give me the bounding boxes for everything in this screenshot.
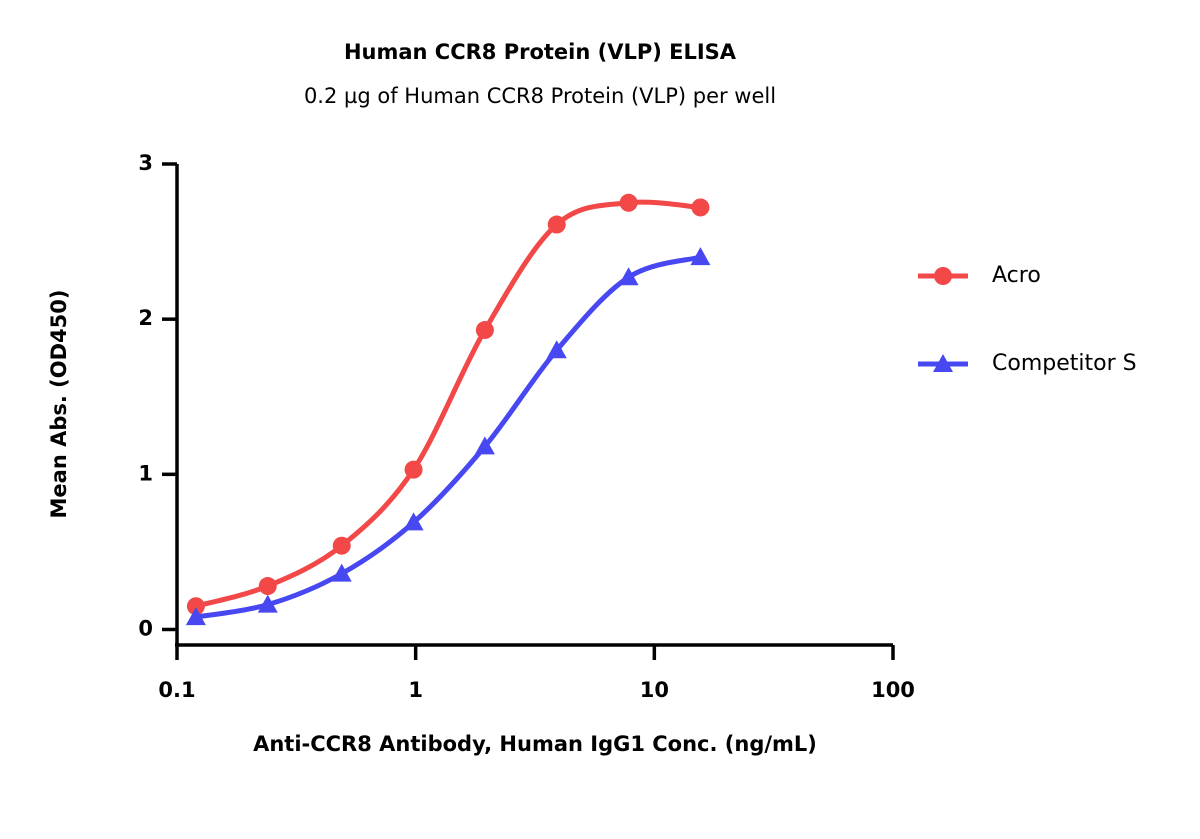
- chart-title: Human CCR8 Protein (VLP) ELISA: [344, 40, 737, 64]
- marker: [475, 321, 494, 340]
- marker: [618, 267, 639, 286]
- marker: [690, 247, 711, 266]
- fit-curve: [195, 199, 701, 609]
- legend-label: Acro: [992, 263, 1041, 288]
- y-tick-label: 0: [138, 616, 153, 640]
- marker: [403, 512, 424, 531]
- fit-curve: [195, 254, 702, 620]
- x-axis-label: Anti-CCR8 Antibody, Human IgG1 Conc. (ng…: [253, 732, 817, 756]
- y-tick-label: 2: [138, 306, 153, 330]
- marker: [404, 460, 423, 479]
- marker: [691, 198, 710, 217]
- x-tick-label: 100: [871, 678, 915, 702]
- chart-subtitle: 0.2 µg of Human CCR8 Protein (VLP) per w…: [304, 84, 776, 108]
- marker: [934, 267, 952, 285]
- marker: [258, 577, 277, 596]
- marker: [185, 607, 206, 626]
- marker: [619, 193, 638, 212]
- y-axis-label: Mean Abs. (OD450): [47, 290, 71, 519]
- marker: [331, 563, 352, 582]
- marker: [546, 340, 567, 359]
- marker: [547, 215, 566, 234]
- legend-label: Competitor S: [992, 351, 1137, 376]
- x-tick-label: 1: [408, 678, 423, 702]
- marker: [933, 354, 953, 372]
- x-tick-label: 0.1: [158, 678, 195, 702]
- y-tick-label: 3: [138, 151, 153, 175]
- marker: [186, 597, 205, 616]
- x-tick-label: 10: [640, 678, 669, 702]
- marker: [257, 594, 278, 613]
- marker: [332, 536, 351, 555]
- marker: [474, 436, 495, 455]
- y-tick-label: 1: [138, 461, 153, 485]
